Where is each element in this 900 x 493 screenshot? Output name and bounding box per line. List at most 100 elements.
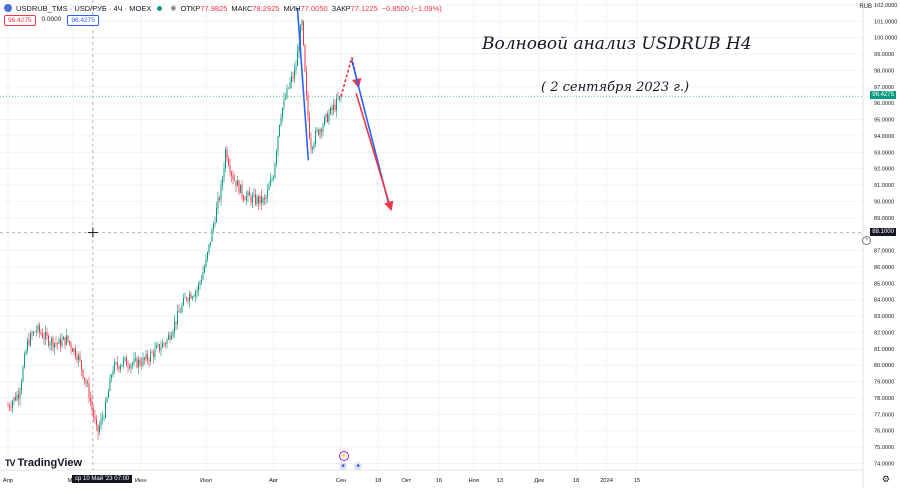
y-tick-label: 75.0000 [874,445,894,451]
candle-body [36,330,37,332]
tradingview-logo[interactable]: TV TradingView [5,457,82,469]
y-tick-label: 97.0000 [874,85,894,91]
candle-body [67,335,69,341]
candle-body [16,394,18,401]
candle-body [201,279,202,282]
candle-body [231,172,232,176]
candle-body [250,195,252,203]
candle-body [288,87,289,89]
candle-body [115,362,117,364]
candle-body [13,397,15,402]
crosshair-price-label: 88.1000 [870,227,896,236]
candle-body [274,163,276,178]
candle-body [45,332,46,339]
plus-circle-icon[interactable]: + [862,236,871,245]
candle-body [195,291,196,297]
candle-body [97,424,99,433]
candle-body [183,297,184,306]
y-tick-label: 101.0000 [874,19,897,25]
candle-body [70,343,72,349]
candle-body [69,340,70,344]
candle-body [312,147,313,150]
candle-body [202,272,204,280]
candle-body [241,184,243,197]
candle-body [189,294,190,301]
candle-body [43,337,45,339]
candle-body [39,325,40,333]
candle-body [253,194,255,197]
candle-body [210,241,211,245]
candle-body [265,196,267,200]
candle-body [156,345,157,349]
candle-body [258,196,259,204]
candle-body [309,116,310,139]
candle-body [249,191,250,196]
candle-body [285,97,286,100]
candle-body [51,338,52,344]
candle-body [57,343,58,345]
candle-body [196,290,198,292]
candle-body [82,369,84,378]
candle-body [166,339,168,345]
candle-body [129,366,130,369]
candle-body [88,383,90,399]
candle-body [63,337,64,340]
spread-value: 0.0000 [38,15,65,26]
candle-body [102,417,103,420]
x-tick-label: Июл [200,478,212,484]
candle-body [79,355,81,361]
candle-body [118,366,120,370]
y-tick-label: 93.0000 [874,150,894,156]
candle-body [244,199,246,201]
candle-body [21,381,22,391]
candle-body [58,338,60,345]
x-tick-label: Апр [3,478,13,484]
candle-body [232,175,234,180]
candle-body [234,179,235,181]
candle-body [18,394,19,399]
candle-body [240,184,241,194]
candle-body [93,408,94,417]
candle-body [252,196,253,203]
candle-body [151,352,153,354]
eye-icon[interactable]: ◉ [170,5,177,12]
candle-body [46,332,48,336]
candle-body [132,363,133,365]
candle-body [339,95,340,100]
candle-body [64,337,66,345]
candle-body [205,258,207,268]
candle-body [283,99,285,108]
candle-body [81,360,82,370]
candle-body [160,347,162,351]
sell-button[interactable]: 96.4275 [4,15,36,26]
candle-body [124,357,126,360]
y-tick-label: 83.0000 [874,314,894,320]
candle-body [31,333,33,335]
symbol-title[interactable]: USDRUB_TMS · USD/РУБ · 4Ч · MOEX [16,3,152,13]
candle-body [141,364,142,366]
buy-button[interactable]: 96.4275 [67,15,99,26]
candle-body [37,325,39,331]
brand-name: TradingView [17,457,83,469]
gear-icon[interactable]: ⚙ [881,474,890,484]
currency-label[interactable]: RUB [859,4,872,10]
candle-body [256,196,258,204]
candle-body [135,358,136,360]
y-tick-label: 82.0000 [874,330,894,336]
event-icon-lightning[interactable]: ⚡ [339,451,349,461]
ohlc-close: ЗАКР77.1225 [331,3,378,13]
annotation-title: Волновой анализ USDRUB H4 [482,34,752,54]
candle-body [96,419,97,425]
candle-body [261,195,262,204]
candle-body [273,177,274,179]
candle-body [298,47,300,52]
event-icon-flag-us-2[interactable]: ■ [354,462,362,470]
candle-body [75,348,76,357]
candle-body [25,350,27,355]
candle-body [337,98,339,100]
event-icon-flag-us[interactable]: ■ [339,462,347,470]
candle-body [66,335,67,345]
candle-body [313,143,315,148]
